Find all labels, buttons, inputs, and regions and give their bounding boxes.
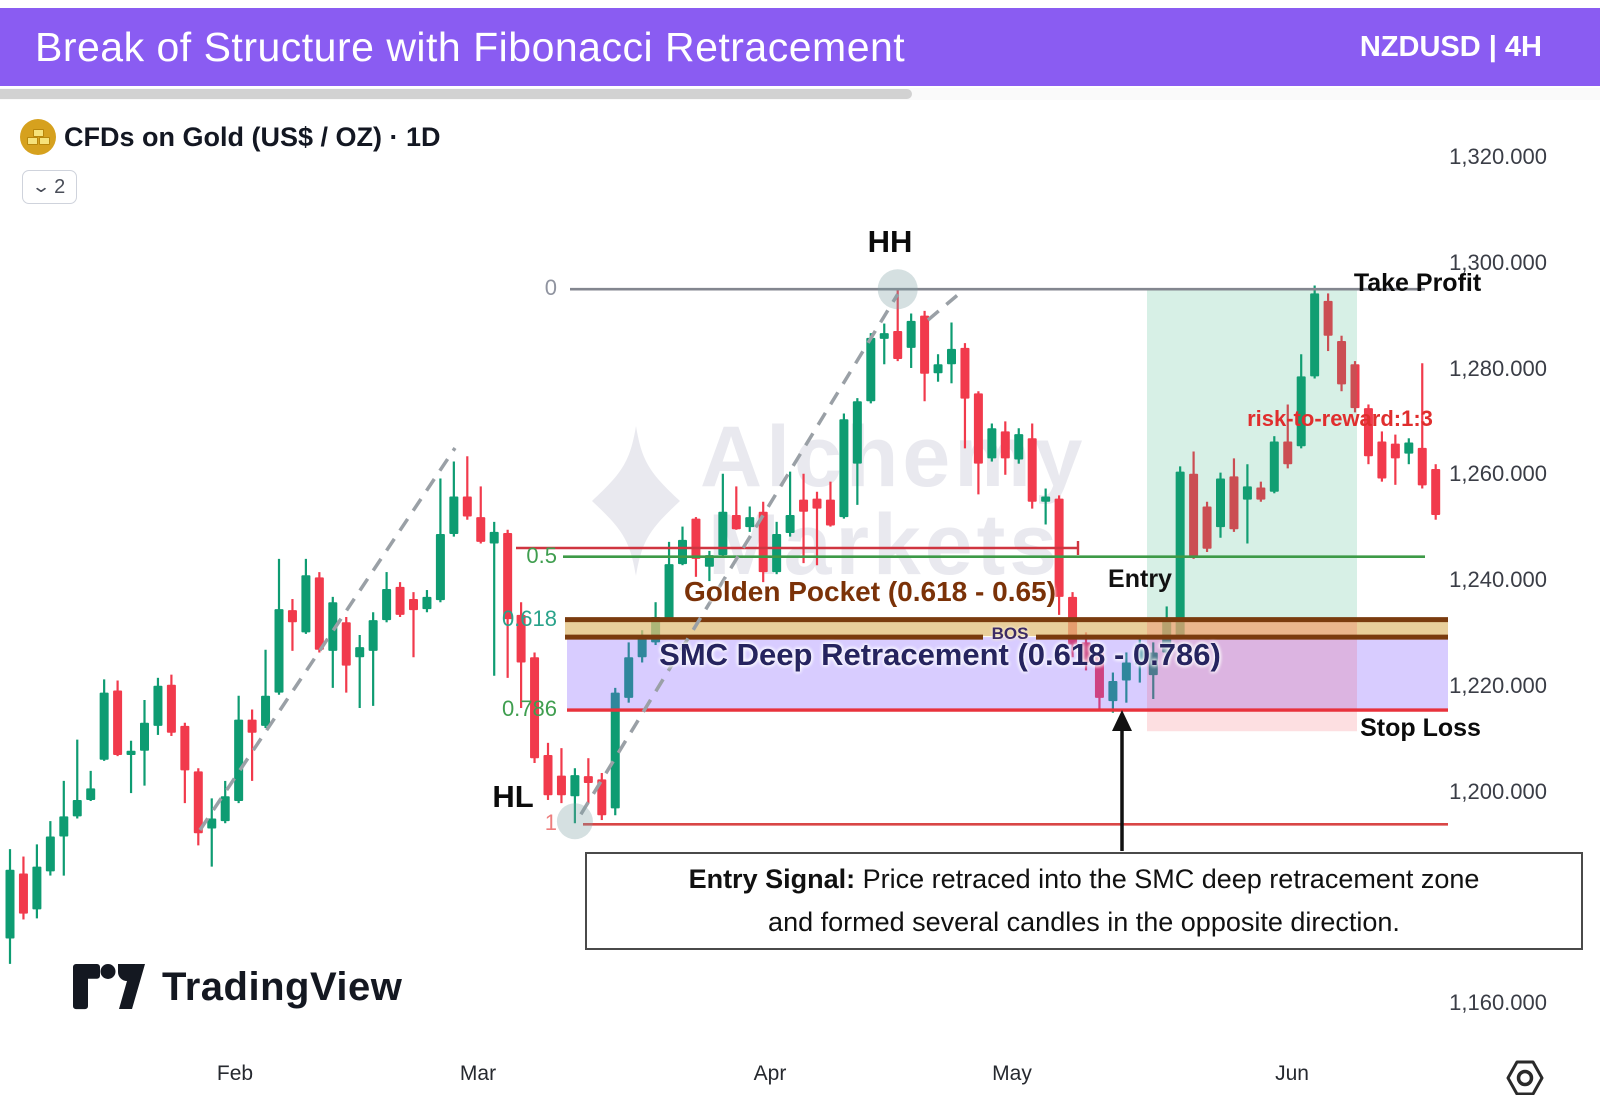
banner: Break of Structure with Fibonacci Retrac… bbox=[0, 8, 1600, 86]
chart-symbol-title[interactable]: CFDs on Gold (US$ / OZ) · 1D bbox=[64, 122, 441, 152]
time-axis-label-jun: Jun bbox=[1275, 1062, 1309, 1085]
price-axis-label: 1,240.000 bbox=[1449, 567, 1547, 592]
entry-signal-line2: and formed several candles in the opposi… bbox=[768, 907, 1400, 937]
take-profit-label: Take Profit bbox=[1353, 269, 1482, 297]
tradingview-logo: TradingView bbox=[70, 964, 402, 1010]
risk-reward-label: risk-to-reward:1:3 bbox=[1247, 406, 1433, 431]
entry-signal-line1: Price retraced into the SMC deep retrace… bbox=[862, 863, 1480, 894]
time-axis-label-feb: Feb bbox=[216, 1062, 254, 1085]
smc-zone-label: SMC Deep Retracement (0.618 - 0.786) bbox=[659, 637, 1221, 672]
price-axis-label: 1,160.000 bbox=[1449, 990, 1547, 1015]
fib-level-label-1: 1 bbox=[544, 810, 557, 836]
price-axis-label: 1,200.000 bbox=[1449, 778, 1547, 804]
bos-label: BOS bbox=[991, 624, 1029, 643]
higher-low-label: HL bbox=[492, 779, 534, 814]
price-axis-label: 1,260.000 bbox=[1449, 461, 1547, 487]
entry-signal-note: Entry Signal: Price retraced into the SM… bbox=[585, 852, 1583, 950]
price-axis-label: 1,220.000 bbox=[1449, 672, 1547, 698]
tradingview-logo-icon bbox=[73, 964, 145, 1010]
tradingview-logo-text: TradingView bbox=[162, 964, 403, 1009]
entry-label: Entry bbox=[1108, 565, 1172, 593]
higher-high-label: HH bbox=[867, 224, 913, 259]
banner-title: Break of Structure with Fibonacci Retrac… bbox=[35, 23, 906, 70]
fib-level-label-0.5: 0.5 bbox=[526, 542, 557, 568]
horizontal-scrollbar[interactable] bbox=[0, 89, 912, 99]
entry-signal-label: Entry Signal: bbox=[688, 863, 856, 894]
fib-level-label-0.618: 0.618 bbox=[501, 605, 557, 631]
indicator-count: 2 bbox=[54, 175, 66, 198]
banner-pair-timeframe: NZDUSD | 4H bbox=[1359, 30, 1542, 63]
chevron-down-icon: ⌄ bbox=[30, 177, 51, 196]
price-axis-label: 1,280.000 bbox=[1449, 355, 1547, 381]
scroll-strip bbox=[0, 88, 1600, 100]
time-axis-label-apr: Apr bbox=[753, 1062, 787, 1085]
price-axis-label: 1,320.000 bbox=[1449, 144, 1547, 169]
price-axis-label: 1,300.000 bbox=[1449, 249, 1547, 275]
stop-loss-label: Stop Loss bbox=[1360, 714, 1481, 742]
time-axis-label-may: May bbox=[992, 1062, 1032, 1085]
fib-level-label-0: 0 bbox=[544, 275, 557, 301]
fib-level-label-0.786: 0.786 bbox=[501, 696, 557, 722]
time-axis-label-mar: Mar bbox=[459, 1062, 497, 1085]
gold-bars-icon bbox=[20, 119, 56, 155]
golden-pocket-label: Golden Pocket (0.618 - 0.65) bbox=[684, 576, 1056, 607]
alchemy-markets-logo-icon bbox=[592, 426, 680, 576]
indicator-count-button[interactable]: ⌄ 2 bbox=[22, 170, 77, 204]
gear-icon[interactable] bbox=[1503, 1058, 1547, 1095]
